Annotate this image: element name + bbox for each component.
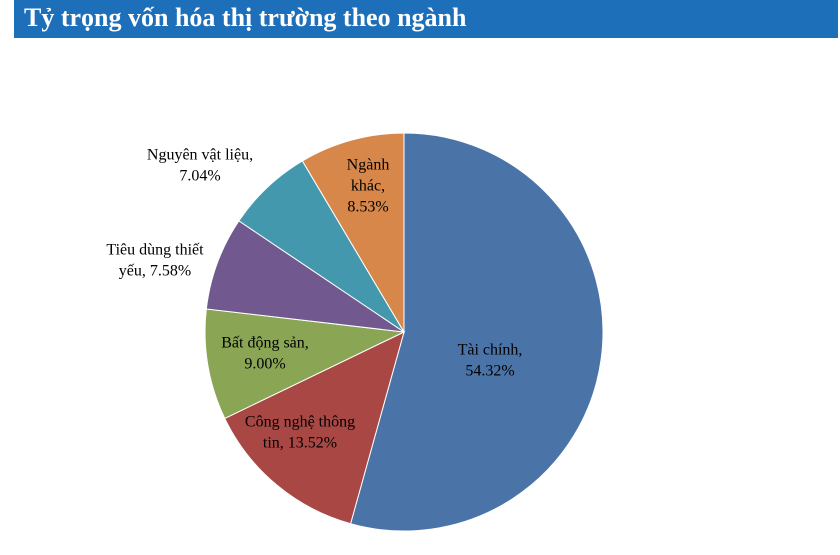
data-label: Bất động sản, 9.00% xyxy=(221,335,309,373)
data-label: Tài chính, 54.32% xyxy=(458,342,523,380)
data-label-line: Nguyên vật liệu, xyxy=(147,147,253,164)
pie-slice xyxy=(205,220,405,333)
data-label-line: Tiêu dùng thiết xyxy=(106,242,204,259)
data-label-line: 54.32% xyxy=(465,363,514,380)
data-label-line: yếu, 7.58% xyxy=(119,263,191,280)
data-label: Tiêu dùng thiết yếu, 7.58% xyxy=(106,242,204,280)
data-label-line: Công nghệ thông xyxy=(245,414,355,431)
pie-slice xyxy=(204,308,406,420)
data-label-line: 7.04% xyxy=(179,168,220,185)
data-label-line: tin, 13.52% xyxy=(263,435,337,452)
pie-slice xyxy=(349,132,604,532)
data-label: Ngành khác, 8.53% xyxy=(347,157,390,216)
data-label: Nguyên vật liệu, 7.04% xyxy=(147,147,253,185)
data-label-line: Bất động sản, xyxy=(221,335,309,352)
data-label-line: 9.00% xyxy=(244,356,285,373)
data-label-line: 8.53% xyxy=(347,199,388,216)
data-label-line: Tài chính, xyxy=(458,342,523,359)
title-bar xyxy=(14,0,838,38)
chart-title: Tỷ trọng vốn hóa thị trường theo ngành xyxy=(24,3,467,32)
data-label-line: khác, xyxy=(351,178,385,195)
pie-slice xyxy=(224,331,405,525)
pie-slice xyxy=(301,132,405,334)
data-label-line: Ngành xyxy=(347,157,390,174)
data-label: Công nghệ thông tin, 13.52% xyxy=(245,414,355,452)
